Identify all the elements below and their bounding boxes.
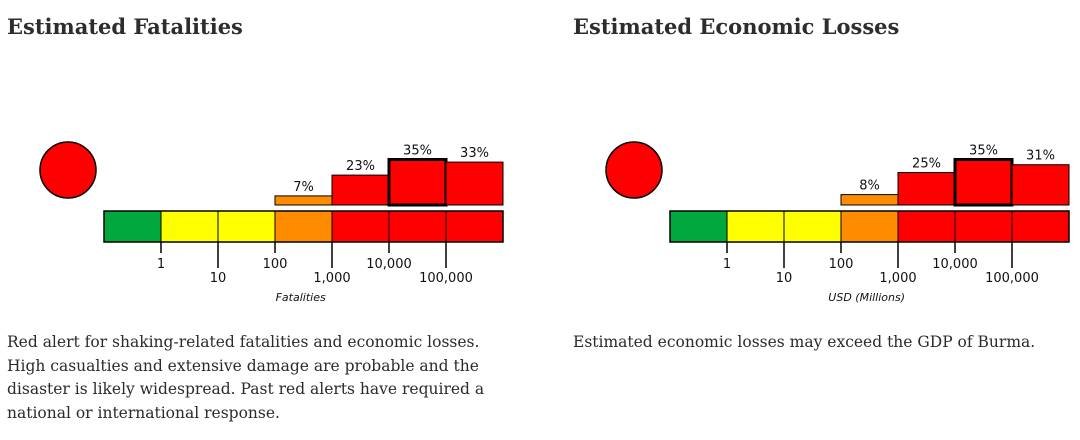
scale-segment — [217, 210, 276, 243]
scale-segment — [274, 210, 333, 243]
probability-bar — [840, 194, 899, 206]
probability-bar — [274, 195, 333, 206]
probability-bar — [1011, 164, 1070, 206]
scale-segment — [783, 210, 842, 243]
scale-outline — [669, 210, 1070, 243]
tick-label: 100,000 — [419, 271, 473, 286]
scale-segment — [388, 210, 447, 243]
losses-title: Estimated Economic Losses — [573, 14, 900, 39]
bar-value-label: 35% — [969, 144, 998, 159]
fatalities-title: Estimated Fatalities — [7, 14, 243, 39]
losses-description: Estimated economic losses may exceed the… — [573, 333, 1036, 351]
losses-panel: Estimated Economic Losses 8% 25% 35% 31% 1 10… — [566, 0, 1080, 440]
scale-segment — [669, 210, 728, 243]
tick-label: 10 — [776, 271, 793, 286]
probability-bar — [897, 172, 956, 206]
fatalities-panel: Estimated Fatalities 7% 23% 35% 33% 1 10 100 1,… — [0, 0, 520, 440]
bar-value-label: 8% — [859, 179, 880, 194]
tick-label: 10 — [210, 271, 227, 286]
scale-segment — [160, 210, 219, 243]
probability-bar-highlighted — [387, 158, 448, 207]
bar-value-label: 33% — [460, 146, 489, 161]
probability-bar — [331, 174, 390, 206]
tick-label: 100,000 — [985, 271, 1039, 286]
probability-bar-highlighted — [953, 158, 1014, 207]
scale-segment — [331, 210, 390, 243]
bar-value-label: 35% — [403, 144, 432, 159]
scale-segment — [726, 210, 785, 243]
fatalities-description: Red alert for shaking-related fatalities… — [7, 333, 485, 422]
tick-label: 10,000 — [366, 257, 412, 272]
tick-label: 1 — [723, 257, 731, 272]
scale-segment — [103, 210, 162, 243]
tick-label: 100 — [263, 257, 288, 272]
x-axis-label: Fatalities — [276, 291, 326, 304]
fatalities-chart: 7% 23% 35% 33% 1 10 100 1,000 10,000 100,000 Fatal… — [39, 141, 504, 304]
tick-label: 1,000 — [313, 271, 350, 286]
scale-segment — [954, 210, 1013, 243]
bar-value-label: 7% — [293, 180, 314, 195]
alert-level-indicator — [605, 141, 663, 199]
tick-label: 10,000 — [932, 257, 978, 272]
tick-label: 1,000 — [879, 271, 916, 286]
alert-level-indicator — [39, 141, 97, 199]
tick-label: 1 — [157, 257, 165, 272]
tick-label: 100 — [829, 257, 854, 272]
bar-value-label: 25% — [912, 157, 941, 172]
probability-bar — [445, 161, 504, 206]
scale-segment — [1011, 210, 1070, 243]
scale-segment — [840, 210, 899, 243]
scale-segment — [897, 210, 956, 243]
scale-outline — [103, 210, 504, 243]
bar-value-label: 23% — [346, 159, 375, 174]
scale-segment — [445, 210, 504, 243]
losses-chart: 8% 25% 35% 31% 1 10 100 1,000 10,000 100,000 USD (… — [605, 141, 1070, 304]
x-axis-label: USD (Millions) — [828, 291, 905, 304]
bar-value-label: 31% — [1026, 149, 1055, 164]
